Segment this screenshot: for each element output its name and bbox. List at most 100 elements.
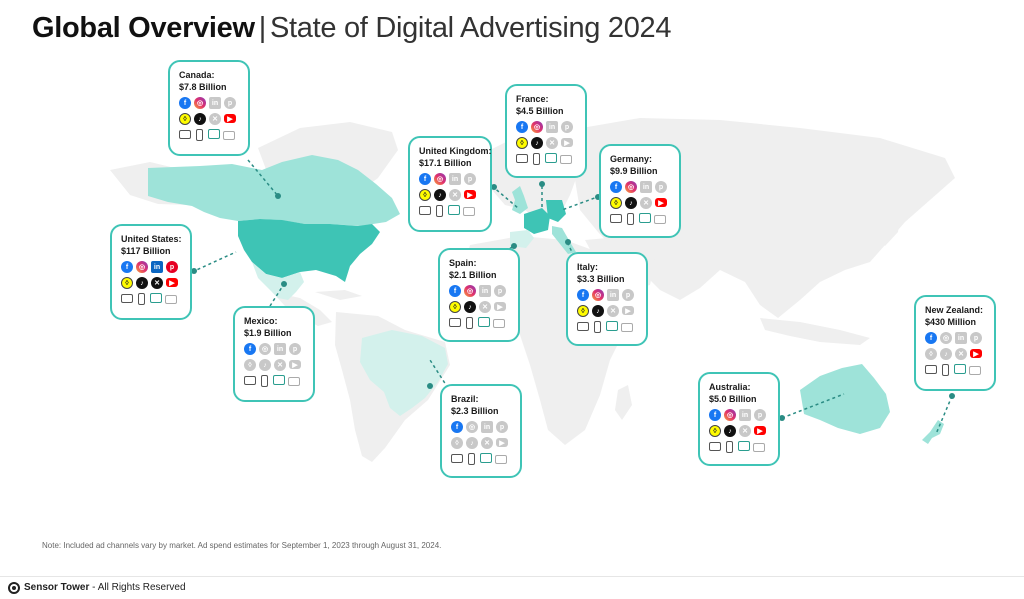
pinterest-icon: p [655,181,667,193]
instagram-icon: ◎ [625,181,637,193]
market-card-france: France: $4.5 Billion f ◎ in p ◊ ♪ ✕ ▶ [505,84,587,178]
title-separator: | [258,12,267,44]
region-spain [510,230,534,248]
channel-icon-row [419,205,482,217]
facebook-icon: f [419,173,431,185]
pinterest-icon: p [289,343,301,355]
pinterest-icon: p [166,261,178,273]
linkedin-icon: in [739,409,751,421]
land-indonesia [760,318,870,345]
instagram-icon: ◎ [940,332,952,344]
tv-icon [244,376,256,385]
mobile-icon [468,453,475,465]
tv-icon [709,442,721,451]
tv-icon [577,322,589,331]
ctv-icon [150,293,162,303]
tv-icon [610,214,622,223]
ooh-icon [165,295,177,304]
channel-icon-row: f ◎ in p [179,97,240,109]
tiktok-icon: ♪ [724,425,736,437]
linkedin-icon: in [479,285,491,297]
region-france [524,208,550,234]
dot-new-zealand [949,393,955,399]
land-caribbean [315,290,362,300]
channel-icon-row: ◊ ♪ ✕ ▶ [449,301,510,313]
channel-icon-row [244,375,305,387]
country-name: Italy: [577,262,599,272]
ooh-icon [753,443,765,452]
channel-icon-row [577,321,638,333]
ooh-icon [969,366,981,375]
leader-lines [191,159,953,435]
channel-icon-row [451,453,512,465]
region-italy [552,226,576,254]
tiktok-icon: ♪ [625,197,637,209]
country-name: Mexico: [244,316,278,326]
land-japan [880,200,902,246]
dot-uk [491,184,497,190]
snapchat-icon: ◊ [925,348,937,360]
pinterest-icon: p [494,285,506,297]
facebook-icon: f [179,97,191,109]
tiktok-icon: ♪ [592,305,604,317]
tv-icon [449,318,461,327]
dot-australia [779,415,785,421]
country-name: Brazil: [451,394,479,404]
ad-spend: $430 Million [925,317,977,327]
snapchat-icon: ◊ [516,137,528,149]
tiktok-icon: ♪ [531,137,543,149]
ooh-icon [621,323,633,332]
snapchat-icon: ◊ [449,301,461,313]
youtube-icon: ▶ [224,114,236,123]
linkedin-icon: in [151,261,163,273]
country-name: United States: [121,234,182,244]
country-name: United Kingdom: [419,146,492,156]
channel-icon-row: ◊ ♪ ✕ ▶ [925,348,986,360]
linkedin-icon: in [607,289,619,301]
instagram-icon: ◎ [259,343,271,355]
ctv-icon [639,213,651,223]
x-icon: ✕ [481,437,493,449]
region-germany [546,200,566,222]
snapchat-icon: ◊ [179,113,191,125]
youtube-icon: ▶ [289,360,301,369]
channel-icon-row: f ◎ in p [121,261,182,273]
x-icon: ✕ [151,277,163,289]
tiktok-icon: ♪ [194,113,206,125]
tiktok-icon: ♪ [940,348,952,360]
snapchat-icon: ◊ [121,277,133,289]
facebook-icon: f [244,343,256,355]
x-icon: ✕ [274,359,286,371]
tiktok-icon: ♪ [466,437,478,449]
region-united-states [238,219,380,282]
rights-text: - All Rights Reserved [89,582,186,593]
ad-spend: $3.3 Billion [577,274,625,284]
facebook-icon: f [449,285,461,297]
youtube-icon: ▶ [970,349,982,358]
mobile-icon [466,317,473,329]
facebook-icon: f [516,121,528,133]
channel-icon-row: ◊ ♪ ✕ ▶ [610,197,671,209]
country-name: Australia: [709,382,751,392]
market-card-mexico: Mexico: $1.9 Billion f ◎ in p ◊ ♪ ✕ ▶ [233,306,315,402]
pinterest-icon: p [970,332,982,344]
x-icon: ✕ [479,301,491,313]
tiktok-icon: ♪ [434,189,446,201]
channel-icon-row [925,364,986,376]
market-card-canada: Canada: $7.8 Billion f ◎ in p ◊ ♪ ✕ ▶ [168,60,250,156]
dot-france [539,181,545,187]
leader-germany [561,195,601,211]
leader-australia [781,393,845,419]
dot-brazil [427,383,433,389]
instagram-icon: ◎ [531,121,543,133]
channel-icon-row: ◊ ♪ ✕ ▶ [577,305,638,317]
pinterest-icon: p [224,97,236,109]
tv-icon [121,294,133,303]
ctv-icon [478,317,490,327]
facebook-icon: f [451,421,463,433]
region-canada [148,155,400,226]
linkedin-icon: in [449,173,461,185]
channel-icon-row [449,317,510,329]
ad-spend: $9.9 Billion [610,166,658,176]
mobile-icon [261,375,268,387]
